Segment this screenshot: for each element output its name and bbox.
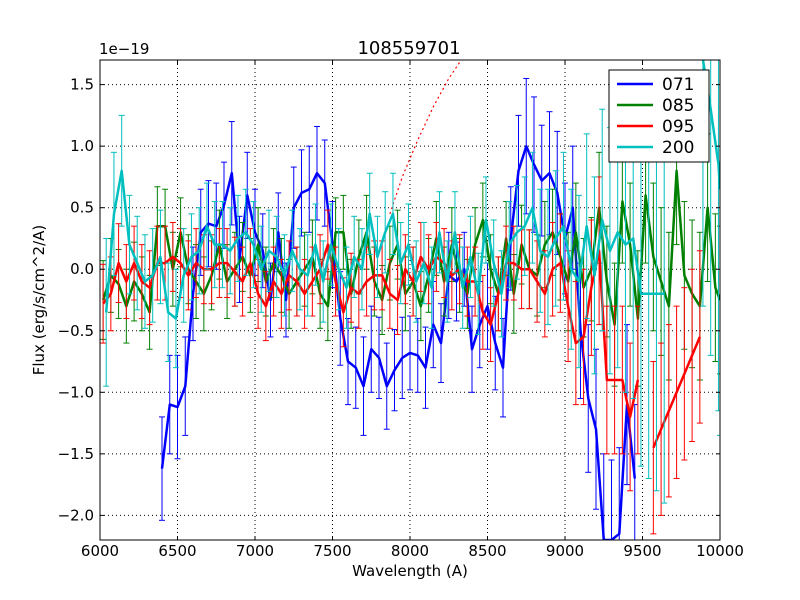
chart-title: 108559701 <box>357 38 460 59</box>
x-tick-label: 6500 <box>158 542 196 560</box>
x-axis-label: Wavelength (A) <box>352 562 468 580</box>
x-tick-label: 9500 <box>623 542 661 560</box>
legend-label: 200 <box>662 138 694 158</box>
series-071 <box>159 77 638 540</box>
x-tick-label: 8500 <box>468 542 506 560</box>
overlay-dotted-curve <box>389 60 462 214</box>
y-axis-label: Flux (erg/s/cm^2/A) <box>30 225 48 376</box>
y-tick-label: −1.0 <box>58 383 94 401</box>
y-tick-label: 0.5 <box>70 199 94 217</box>
ticks: 6000 6500 7000 7500 8000 8500 9000 9500 10000 −2.… <box>58 60 744 560</box>
x-tick-label: 6000 <box>81 542 119 560</box>
x-tick-label: 10000 <box>696 542 744 560</box>
x-tick-label: 8000 <box>391 542 429 560</box>
y-tick-label: 0.0 <box>70 260 94 278</box>
legend-label: 071 <box>662 75 694 95</box>
y-tick-label: −2.0 <box>58 506 94 524</box>
y-tick-label: −1.5 <box>58 445 94 463</box>
y-scale-label: 1e−19 <box>99 40 149 58</box>
legend-label: 095 <box>662 117 694 137</box>
legend-label: 085 <box>662 96 694 116</box>
series-line-095 <box>102 243 702 449</box>
series-layer <box>100 60 720 540</box>
y-tick-label: 1.0 <box>70 137 94 155</box>
x-tick-label: 7500 <box>313 542 351 560</box>
x-tick-label: 9000 <box>546 542 584 560</box>
y-tick-label: −0.5 <box>58 322 94 340</box>
x-tick-label: 7000 <box>236 542 274 560</box>
y-tick-label: 1.5 <box>70 76 94 94</box>
